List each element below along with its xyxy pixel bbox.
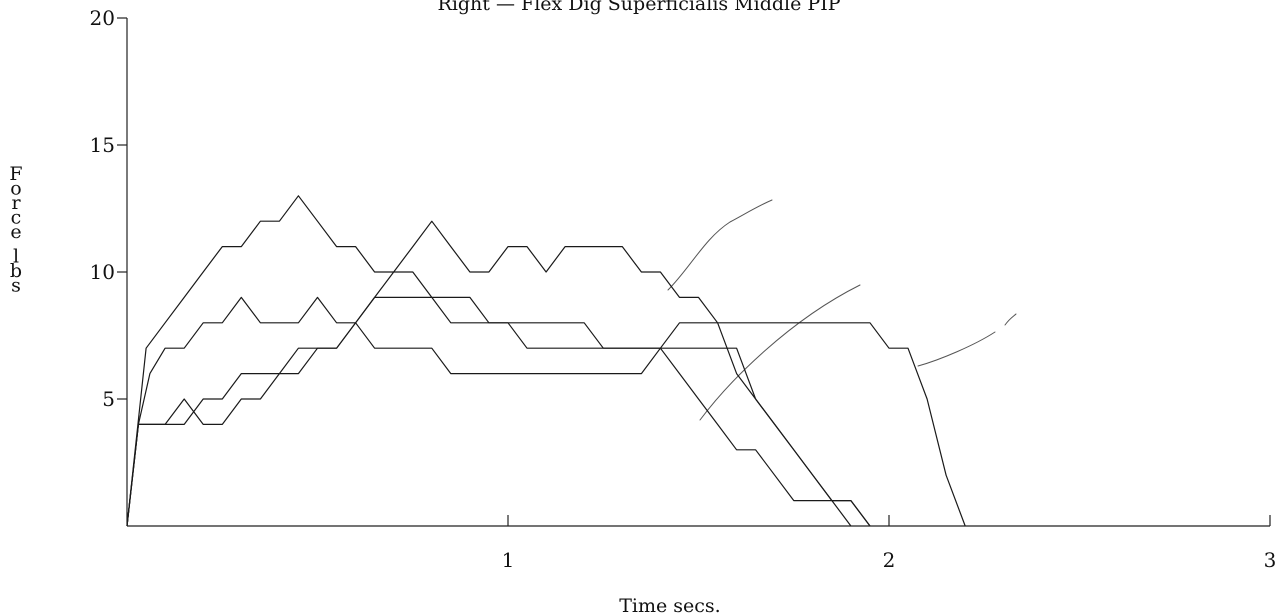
x-tick-label: 3 [1264,548,1277,572]
handwritten-annotations [667,199,1017,421]
x-tick-label: 2 [883,548,896,572]
series-group [126,195,966,527]
chart-title: Right — Flex Dig Superficialis Middle PI… [438,0,841,15]
y-tick-label: 5 [102,387,115,411]
series-line-4 [126,296,966,527]
series-line-3 [126,220,852,527]
series-line-2 [126,296,871,527]
series-line-1 [126,195,871,527]
x-axis-title: Time secs. [619,595,720,616]
x-axis-ticks: 1 2 3 [502,515,1277,572]
y-tick-label: 20 [90,6,115,30]
x-tick-label: 1 [502,548,515,572]
y-axis-ticks: 5 10 15 20 [90,6,127,411]
y-tick-label: 10 [90,260,115,284]
y-tick-label: 15 [90,133,115,157]
